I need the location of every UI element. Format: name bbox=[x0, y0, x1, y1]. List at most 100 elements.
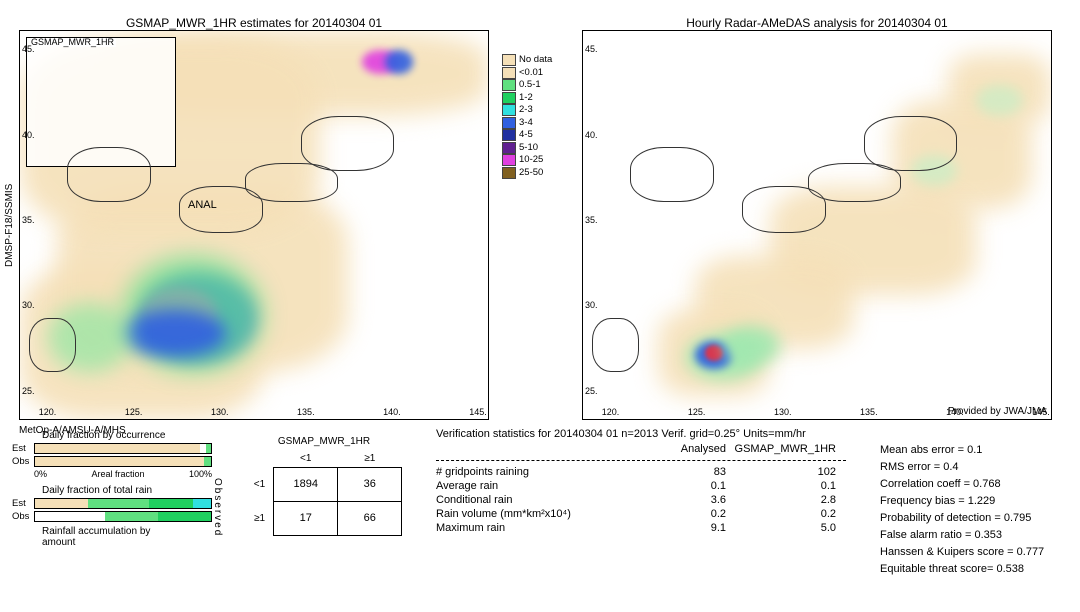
bar-row-obs-rain: Obs bbox=[12, 511, 212, 522]
x-tick: 140. bbox=[383, 407, 401, 417]
x-tick: 130. bbox=[211, 407, 229, 417]
bar-est-rain bbox=[34, 498, 212, 509]
legend-swatch bbox=[502, 142, 516, 154]
bar-segment bbox=[35, 499, 88, 508]
bar-label-est2: Est bbox=[12, 498, 34, 509]
bar-segment bbox=[105, 512, 158, 521]
bar-label-obs: Obs bbox=[12, 456, 34, 467]
verif-row-label: Rain volume (mm*km²x10⁴) bbox=[436, 507, 636, 521]
left-plot-title: GSMAP_MWR_1HR estimates for 20140304 01 bbox=[19, 16, 489, 30]
right-plot-box: Provided by JWA/JMA 120.125.130.135.140.… bbox=[582, 30, 1052, 420]
legend-swatch bbox=[502, 92, 516, 104]
precip-blob bbox=[123, 310, 226, 357]
right-plot-title: Hourly Radar-AMeDAS analysis for 2014030… bbox=[582, 16, 1052, 30]
left-side-label: DMSP-F18/SSMIS bbox=[4, 30, 15, 420]
bottom-section: Daily fraction by occurrence Est Obs 0% … bbox=[12, 428, 1068, 608]
ct-cell-11: 66 bbox=[338, 501, 402, 535]
legend-swatch bbox=[502, 129, 516, 141]
x-tick: 135. bbox=[860, 407, 878, 417]
metric-line: Correlation coeff = 0.768 bbox=[880, 476, 1044, 493]
legend-row: 4-5 bbox=[502, 129, 572, 142]
x-tick: 130. bbox=[774, 407, 792, 417]
precip-blob bbox=[723, 326, 779, 365]
verif-row-label: Maximum rain bbox=[436, 521, 636, 535]
verif-col-a: Analysed bbox=[636, 442, 726, 456]
verif-row-analysed: 9.1 bbox=[636, 521, 726, 535]
bar-row-est-rain: Est bbox=[12, 498, 212, 509]
verif-row-analysed: 0.1 bbox=[636, 479, 726, 493]
coastline bbox=[592, 318, 639, 372]
bar-segment bbox=[149, 499, 193, 508]
ct-row-0: <1 bbox=[246, 467, 274, 501]
legend-swatch bbox=[502, 117, 516, 129]
x-tick: 120. bbox=[39, 407, 57, 417]
bar-segment bbox=[88, 499, 150, 508]
verif-row-estimate: 102 bbox=[726, 465, 836, 479]
contingency-title: GSMAP_MWR_1HR bbox=[224, 436, 424, 447]
bar-est-occ bbox=[34, 443, 212, 454]
x-tick: 125. bbox=[125, 407, 143, 417]
x-tick: 145. bbox=[1032, 407, 1050, 417]
bar-segment bbox=[35, 444, 200, 453]
contingency-table: <1 ≥1 <1 1894 36 ≥1 17 66 bbox=[246, 451, 403, 536]
bar-obs-rain bbox=[34, 511, 212, 522]
metric-line: RMS error = 0.4 bbox=[880, 459, 1044, 476]
y-tick: 35. bbox=[22, 215, 35, 225]
legend-row: 0.5-1 bbox=[502, 79, 572, 92]
contingency-panel: GSMAP_MWR_1HR <1 ≥1 <1 1894 36 ≥1 17 66 bbox=[224, 428, 424, 536]
verif-row-estimate: 0.1 bbox=[726, 479, 836, 493]
legend-label: 10-25 bbox=[519, 154, 543, 166]
legend-row: <0.01 bbox=[502, 67, 572, 80]
x-tick: 125. bbox=[688, 407, 706, 417]
coastline bbox=[864, 116, 958, 170]
verif-row-estimate: 0.2 bbox=[726, 507, 836, 521]
legend-label: 25-50 bbox=[519, 167, 543, 179]
bar-row-est-occ: Est bbox=[12, 443, 212, 454]
coastline bbox=[301, 116, 395, 170]
bar-axis-labels: 0% Areal fraction 100% bbox=[34, 469, 212, 479]
legend-label: 0.5-1 bbox=[519, 79, 541, 91]
y-tick: 40. bbox=[585, 130, 598, 140]
y-tick: 25. bbox=[585, 386, 598, 396]
fraction-panel: Daily fraction by occurrence Est Obs 0% … bbox=[12, 428, 212, 550]
coastline bbox=[29, 318, 76, 372]
legend-row: 3-4 bbox=[502, 117, 572, 130]
metric-line: Mean abs error = 0.1 bbox=[880, 442, 1044, 459]
legend-label: 5-10 bbox=[519, 142, 538, 154]
verification-title: Verification statistics for 20140304 01 … bbox=[436, 428, 1068, 440]
verif-dashline bbox=[436, 460, 846, 461]
verif-col-b: GSMAP_MWR_1HR bbox=[726, 442, 836, 456]
y-tick: 45. bbox=[585, 44, 598, 54]
metric-line: Hanssen & Kuipers score = 0.777 bbox=[880, 544, 1044, 561]
legend-swatch bbox=[502, 104, 516, 116]
legend-row: 5-10 bbox=[502, 142, 572, 155]
fraction-title-2: Daily fraction of total rain bbox=[42, 485, 182, 496]
legend-label: 3-4 bbox=[519, 117, 533, 129]
legend-row: No data bbox=[502, 54, 572, 67]
legend-swatch bbox=[502, 154, 516, 166]
x-tick: 135. bbox=[297, 407, 315, 417]
metric-line: Probability of detection = 0.795 bbox=[880, 510, 1044, 527]
left-plot-box: GSMAP_MWR_1HR ANAL 120.125.130.135.140.1… bbox=[19, 30, 489, 420]
legend-swatch bbox=[502, 54, 516, 66]
verif-row-analysed: 0.2 bbox=[636, 507, 726, 521]
legend-label: 4-5 bbox=[519, 129, 533, 141]
y-tick: 35. bbox=[585, 215, 598, 225]
precip-blob bbox=[705, 345, 724, 361]
x-tick: 140. bbox=[946, 407, 964, 417]
legend-swatch bbox=[502, 79, 516, 91]
bar-obs-occ bbox=[34, 456, 212, 467]
y-tick: 30. bbox=[22, 300, 35, 310]
verif-row-estimate: 5.0 bbox=[726, 521, 836, 535]
legend-swatch bbox=[502, 167, 516, 179]
legend-label: 1-2 bbox=[519, 92, 533, 104]
metric-line: False alarm ratio = 0.353 bbox=[880, 527, 1044, 544]
verification-panel: Verification statistics for 20140304 01 … bbox=[436, 428, 1068, 535]
verif-row-label: # gridpoints raining bbox=[436, 465, 636, 479]
bar-label-obs2: Obs bbox=[12, 511, 34, 522]
legend-label: 2-3 bbox=[519, 104, 533, 116]
legend-label: <0.01 bbox=[519, 67, 543, 79]
ct-cell-01: 36 bbox=[338, 467, 402, 501]
axis-right: 100% bbox=[189, 469, 212, 479]
x-tick: 145. bbox=[469, 407, 487, 417]
